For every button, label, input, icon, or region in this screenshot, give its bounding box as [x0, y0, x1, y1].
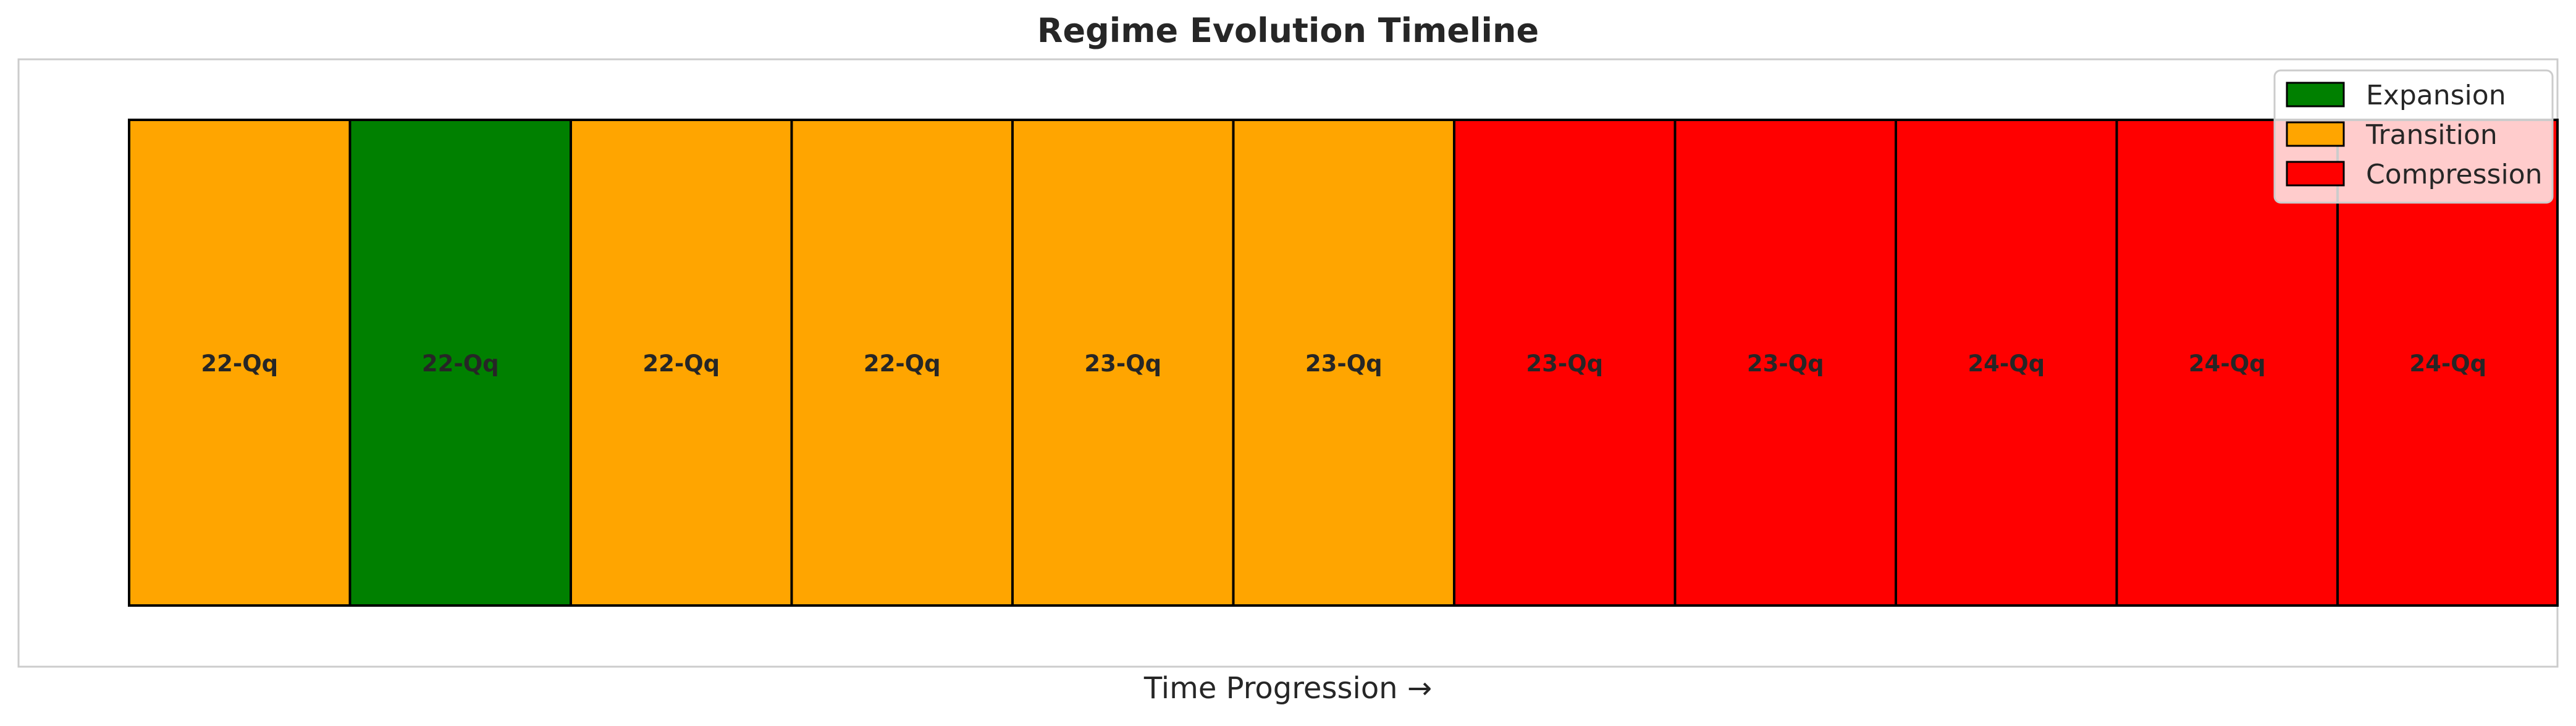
- timeline-block-9: [1895, 119, 2118, 607]
- legend-swatch-expansion: [2286, 82, 2345, 108]
- timeline-block-label-5: 23-Qq: [1084, 350, 1161, 377]
- timeline-block-5: [1011, 119, 1235, 607]
- timeline-block-label-11: 24-Qq: [2409, 350, 2486, 377]
- timeline-block-7: [1453, 119, 1677, 607]
- legend-swatch-transition: [2286, 121, 2345, 147]
- timeline-block-6: [1232, 119, 1455, 607]
- chart-title: Regime Evolution Timeline: [1037, 11, 1539, 50]
- timeline-block-4: [790, 119, 1014, 607]
- timeline-block-8: [1673, 119, 1897, 607]
- timeline-block-label-1: 22-Qq: [201, 350, 278, 377]
- timeline-block-label-6: 23-Qq: [1305, 350, 1383, 377]
- timeline-block-label-10: 24-Qq: [2189, 350, 2266, 377]
- timeline-block-label-7: 23-Qq: [1526, 350, 1603, 377]
- timeline-block-label-4: 22-Qq: [864, 350, 941, 377]
- timeline-block-label-9: 24-Qq: [1968, 350, 2045, 377]
- x-axis-label: Time Progression →: [1143, 671, 1432, 706]
- timeline-block-label-2: 22-Qq: [422, 350, 499, 377]
- timeline-block-label-8: 23-Qq: [1747, 350, 1824, 377]
- legend-label-expansion: Expansion: [2366, 80, 2506, 111]
- timeline-block-3: [570, 119, 793, 607]
- legend: Expansion Transition Compression: [2273, 69, 2554, 204]
- timeline-block-1: [128, 119, 351, 607]
- timeline-block-label-3: 22-Qq: [642, 350, 720, 377]
- timeline-block-2: [348, 119, 572, 607]
- timeline-blocks: 22-Qq 22-Qq 22-Qq 22-Qq 23-Qq 23-Qq 23-Qq 23-Qq…: [128, 119, 2559, 607]
- legend-label-compression: Compression: [2366, 159, 2543, 190]
- legend-swatch-compression: [2286, 161, 2345, 187]
- legend-label-transition: Transition: [2365, 119, 2498, 151]
